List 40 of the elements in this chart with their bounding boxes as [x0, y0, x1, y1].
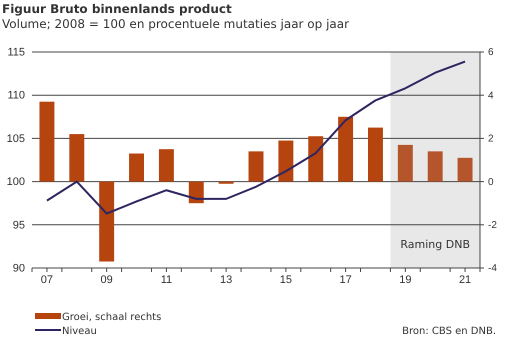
bar — [338, 116, 354, 182]
bar — [308, 136, 324, 182]
y2-tick-label: -2 — [488, 220, 498, 231]
chart-title: Figuur Bruto binnenlands product — [2, 2, 232, 16]
y2-tick-label: 2 — [488, 134, 494, 145]
x-tick-label: 11 — [160, 274, 172, 286]
x-tick-label: 09 — [100, 274, 113, 286]
bar — [129, 154, 144, 182]
y2-tick-label: 6 — [488, 47, 494, 58]
x-tick-label: 17 — [339, 274, 352, 286]
x-tick-label: 07 — [40, 274, 54, 286]
bar — [248, 151, 264, 182]
y-tick-label: 105 — [6, 132, 25, 145]
bar — [69, 134, 84, 182]
bar — [39, 102, 54, 182]
x-tick-label: 13 — [220, 274, 232, 286]
y2-tick-label: -4 — [488, 263, 498, 274]
y2-tick-label: 4 — [488, 90, 494, 102]
x-tick-label: 21 — [458, 274, 472, 286]
y-tick-label: 100 — [6, 176, 25, 188]
y-tick-label: 95 — [12, 219, 25, 232]
band-label: Raming DNB — [400, 238, 470, 251]
y2-tick-label: 0 — [488, 176, 494, 188]
bar — [398, 144, 413, 182]
legend-label: Niveau — [62, 326, 97, 337]
x-tick-label: 19 — [399, 274, 412, 286]
chart-subtitle: Volume; 2008 = 100 en procentuele mutaties jaar op jaar — [2, 17, 350, 31]
y-tick-label: 90 — [12, 262, 25, 275]
line-series — [46, 60, 466, 215]
bar — [428, 151, 443, 182]
bar — [158, 149, 174, 182]
y-tick-label: 110 — [7, 90, 25, 102]
y-tick-label: 115 — [7, 46, 25, 59]
bar — [99, 182, 114, 262]
bar — [278, 140, 294, 182]
text: Bron: CBS en DNB. — [402, 326, 496, 337]
x-tick-label: 15 — [280, 274, 292, 286]
bar — [368, 128, 383, 182]
legend-label: Groei, schaal rechts — [62, 312, 162, 323]
bar — [458, 158, 473, 182]
